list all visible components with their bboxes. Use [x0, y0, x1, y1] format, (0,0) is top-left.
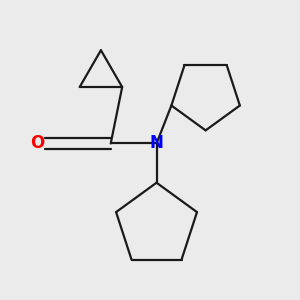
Text: N: N: [150, 134, 164, 152]
Text: O: O: [30, 134, 44, 152]
